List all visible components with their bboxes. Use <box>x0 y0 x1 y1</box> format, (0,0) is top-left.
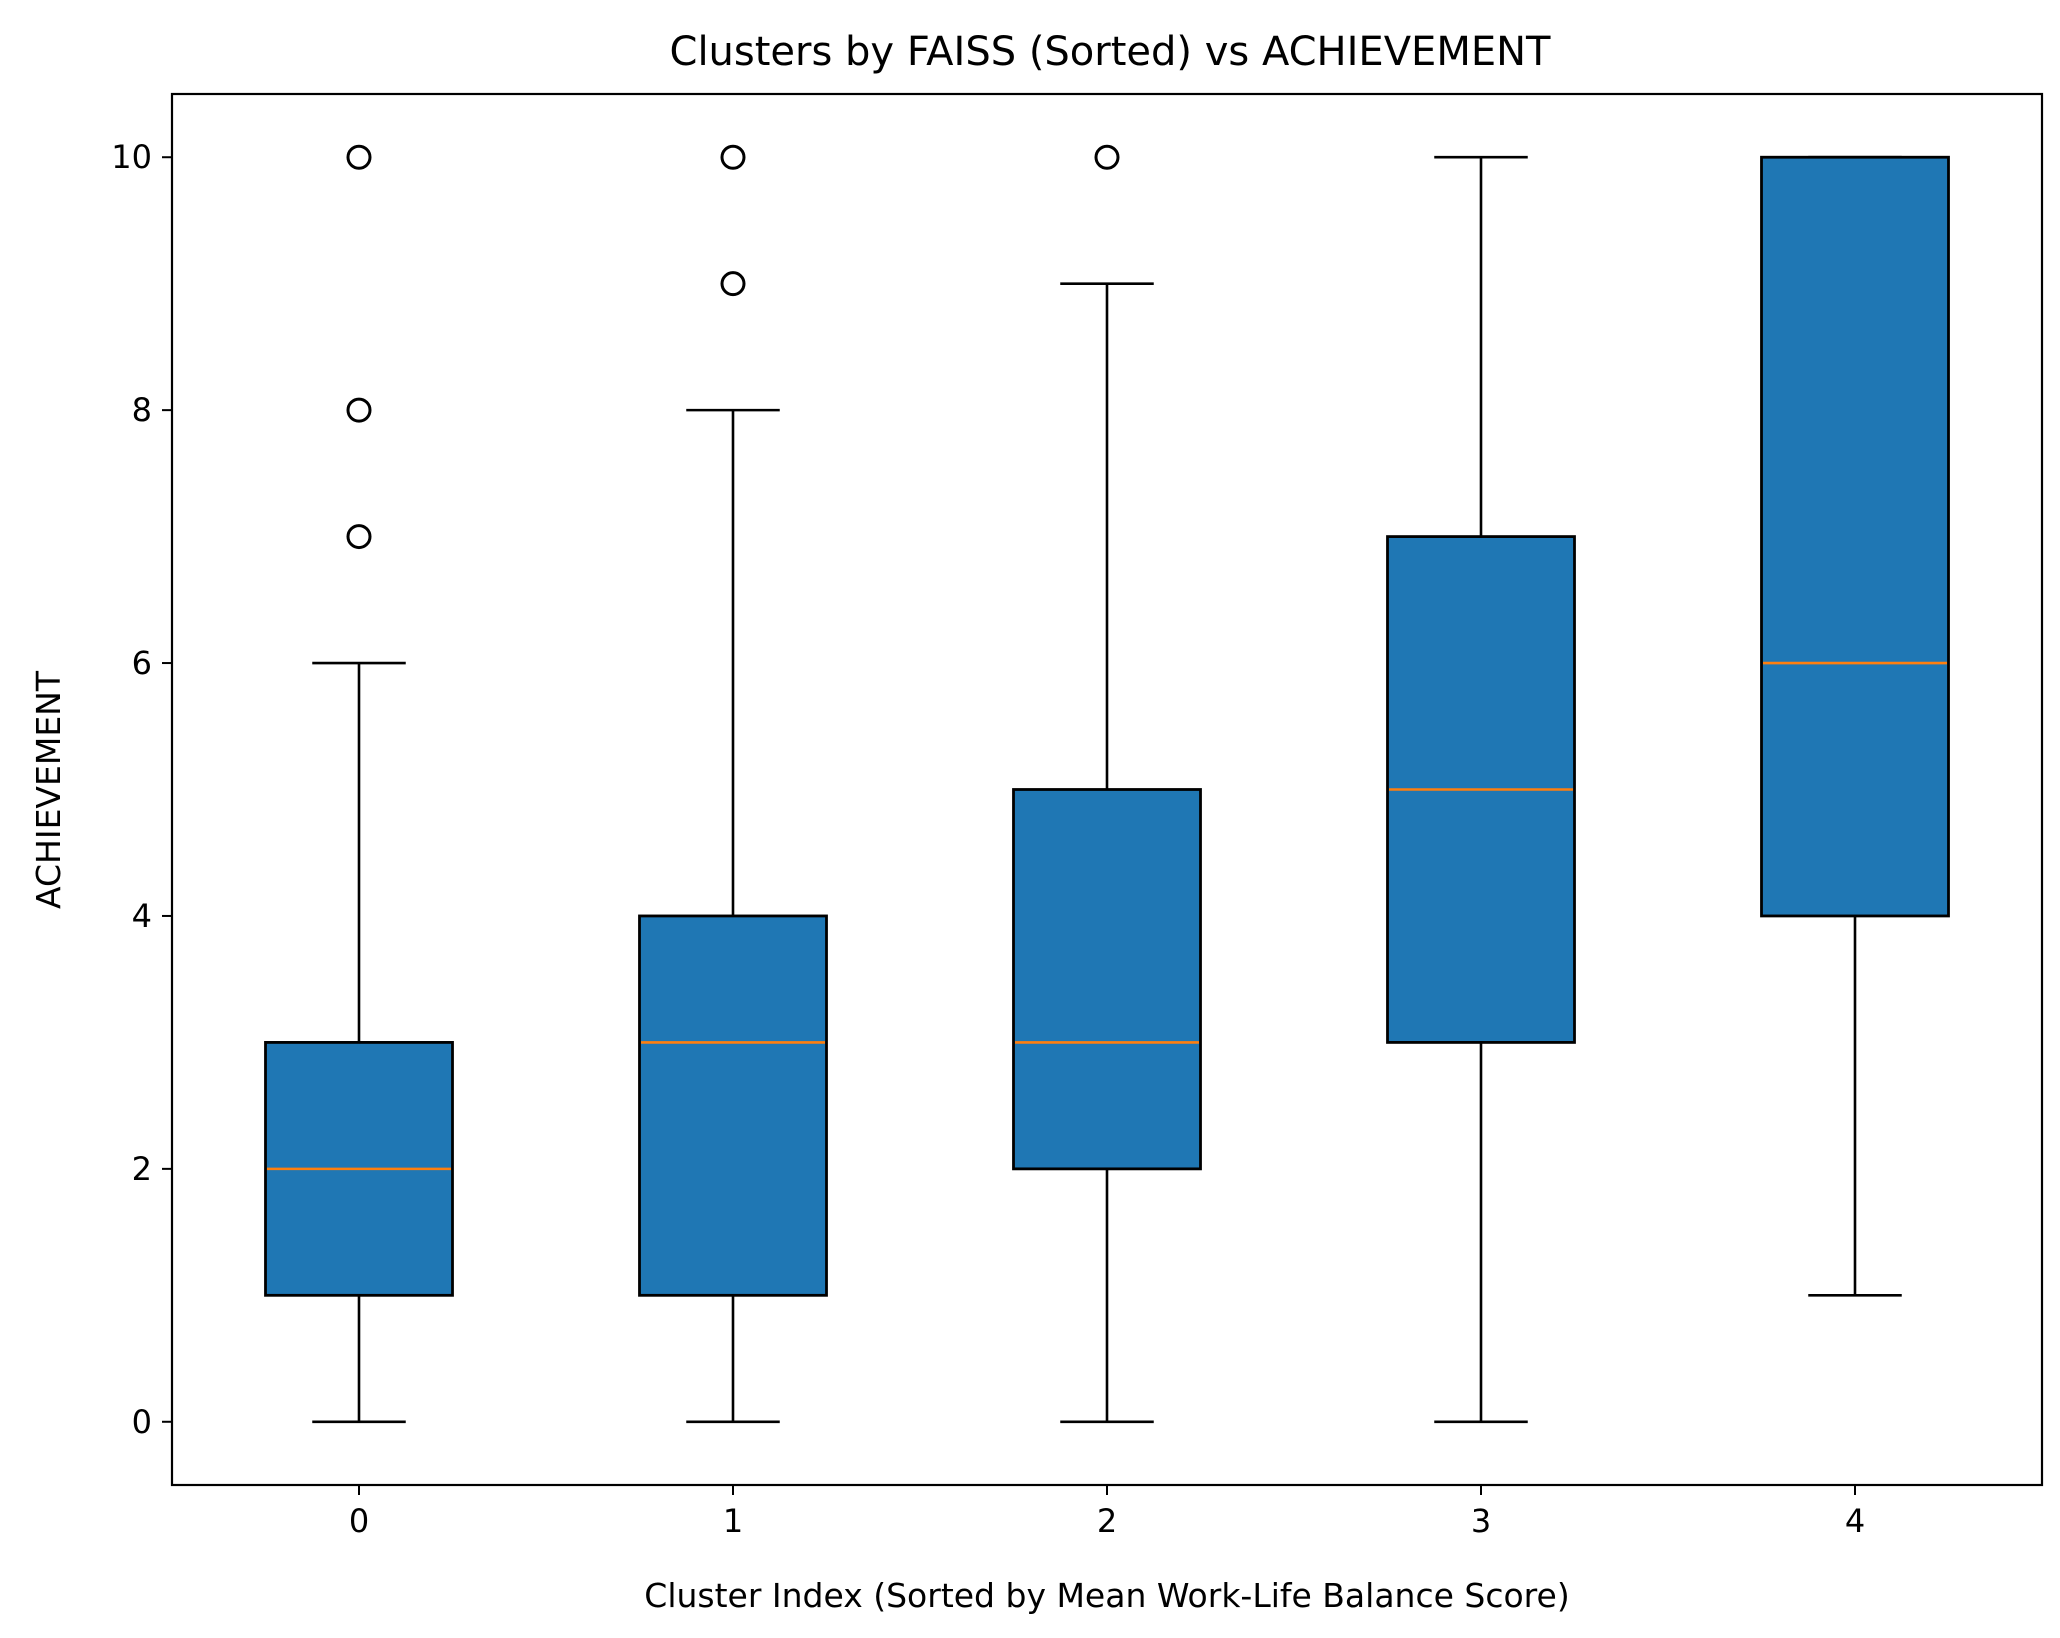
chart-title: Clusters by FAISS (Sorted) vs ACHIEVEMEN… <box>670 29 1552 75</box>
x-axis-label: Cluster Index (Sorted by Mean Work-Life … <box>644 1576 1569 1615</box>
outlier-point <box>346 397 372 423</box>
x-tick-label: 4 <box>1845 1502 1865 1540</box>
y-tick-label: 2 <box>132 1150 152 1188</box>
x-tick-label: 3 <box>1471 1502 1491 1540</box>
box <box>1760 155 1950 918</box>
box-group-2 <box>1012 144 1202 1424</box>
outlier-point <box>720 271 746 297</box>
outlier-point <box>346 524 372 550</box>
box <box>1012 788 1202 1171</box>
y-tick-label: 10 <box>111 138 152 176</box>
outlier-point <box>720 144 746 170</box>
outlier-point <box>346 144 372 170</box>
box-group-4 <box>1760 155 1950 1297</box>
y-tick-label: 4 <box>132 897 152 935</box>
y-tick-label: 8 <box>132 391 152 429</box>
x-tick-label: 0 <box>349 1502 369 1540</box>
x-axis: 0 1 2 3 4 <box>349 1485 1865 1540</box>
plot-marks <box>264 144 1950 1424</box>
x-tick-label: 1 <box>723 1502 743 1540</box>
y-axis-label: ACHIEVEMENT <box>29 670 68 909</box>
y-tick-label: 0 <box>132 1403 152 1441</box>
y-tick-label: 6 <box>132 644 152 682</box>
outlier-point <box>1094 144 1120 170</box>
y-axis: 0 2 4 6 8 10 <box>111 138 172 1441</box>
box-group-3 <box>1386 155 1576 1424</box>
box-group-0 <box>264 144 454 1424</box>
box <box>638 914 828 1297</box>
x-tick-label: 2 <box>1097 1502 1117 1540</box>
box-group-1 <box>638 144 828 1424</box>
